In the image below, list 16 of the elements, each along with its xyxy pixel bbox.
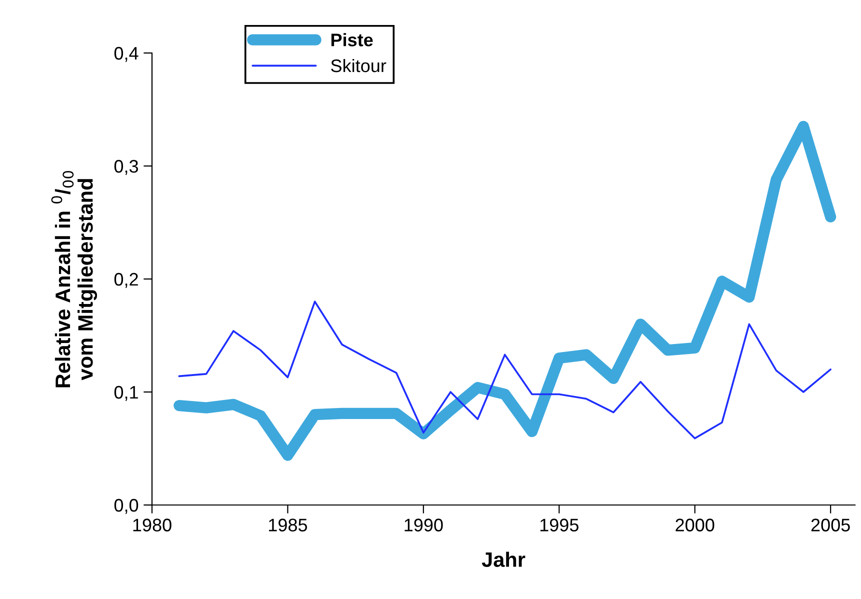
y-tick-label: 0,2 [114,272,138,288]
x-tick-label: 1980 [133,518,172,532]
y-tick-label: 0,1 [114,386,138,401]
x-tick-label: 2000 [676,518,714,532]
y-tick-label: 0,0 [114,498,138,514]
line-series [178,300,832,440]
x-tick-label: 2005 [811,518,850,532]
y-tick-label: 0,4 [114,46,138,62]
x-axis-title: Jahr [482,552,526,567]
x-tick-label: 1995 [540,518,578,532]
legend-label: Skitour [331,58,386,72]
y-axis-title: Relative Anzahl in $^{0}$/$_{00}$ vom Mitgliederstand [51,170,98,388]
y-tick-label: 0,3 [114,160,138,175]
x-tick-label: 1985 [269,518,308,532]
x-tick-label: 1990 [404,518,443,532]
legend-label: Piste [331,33,373,46]
